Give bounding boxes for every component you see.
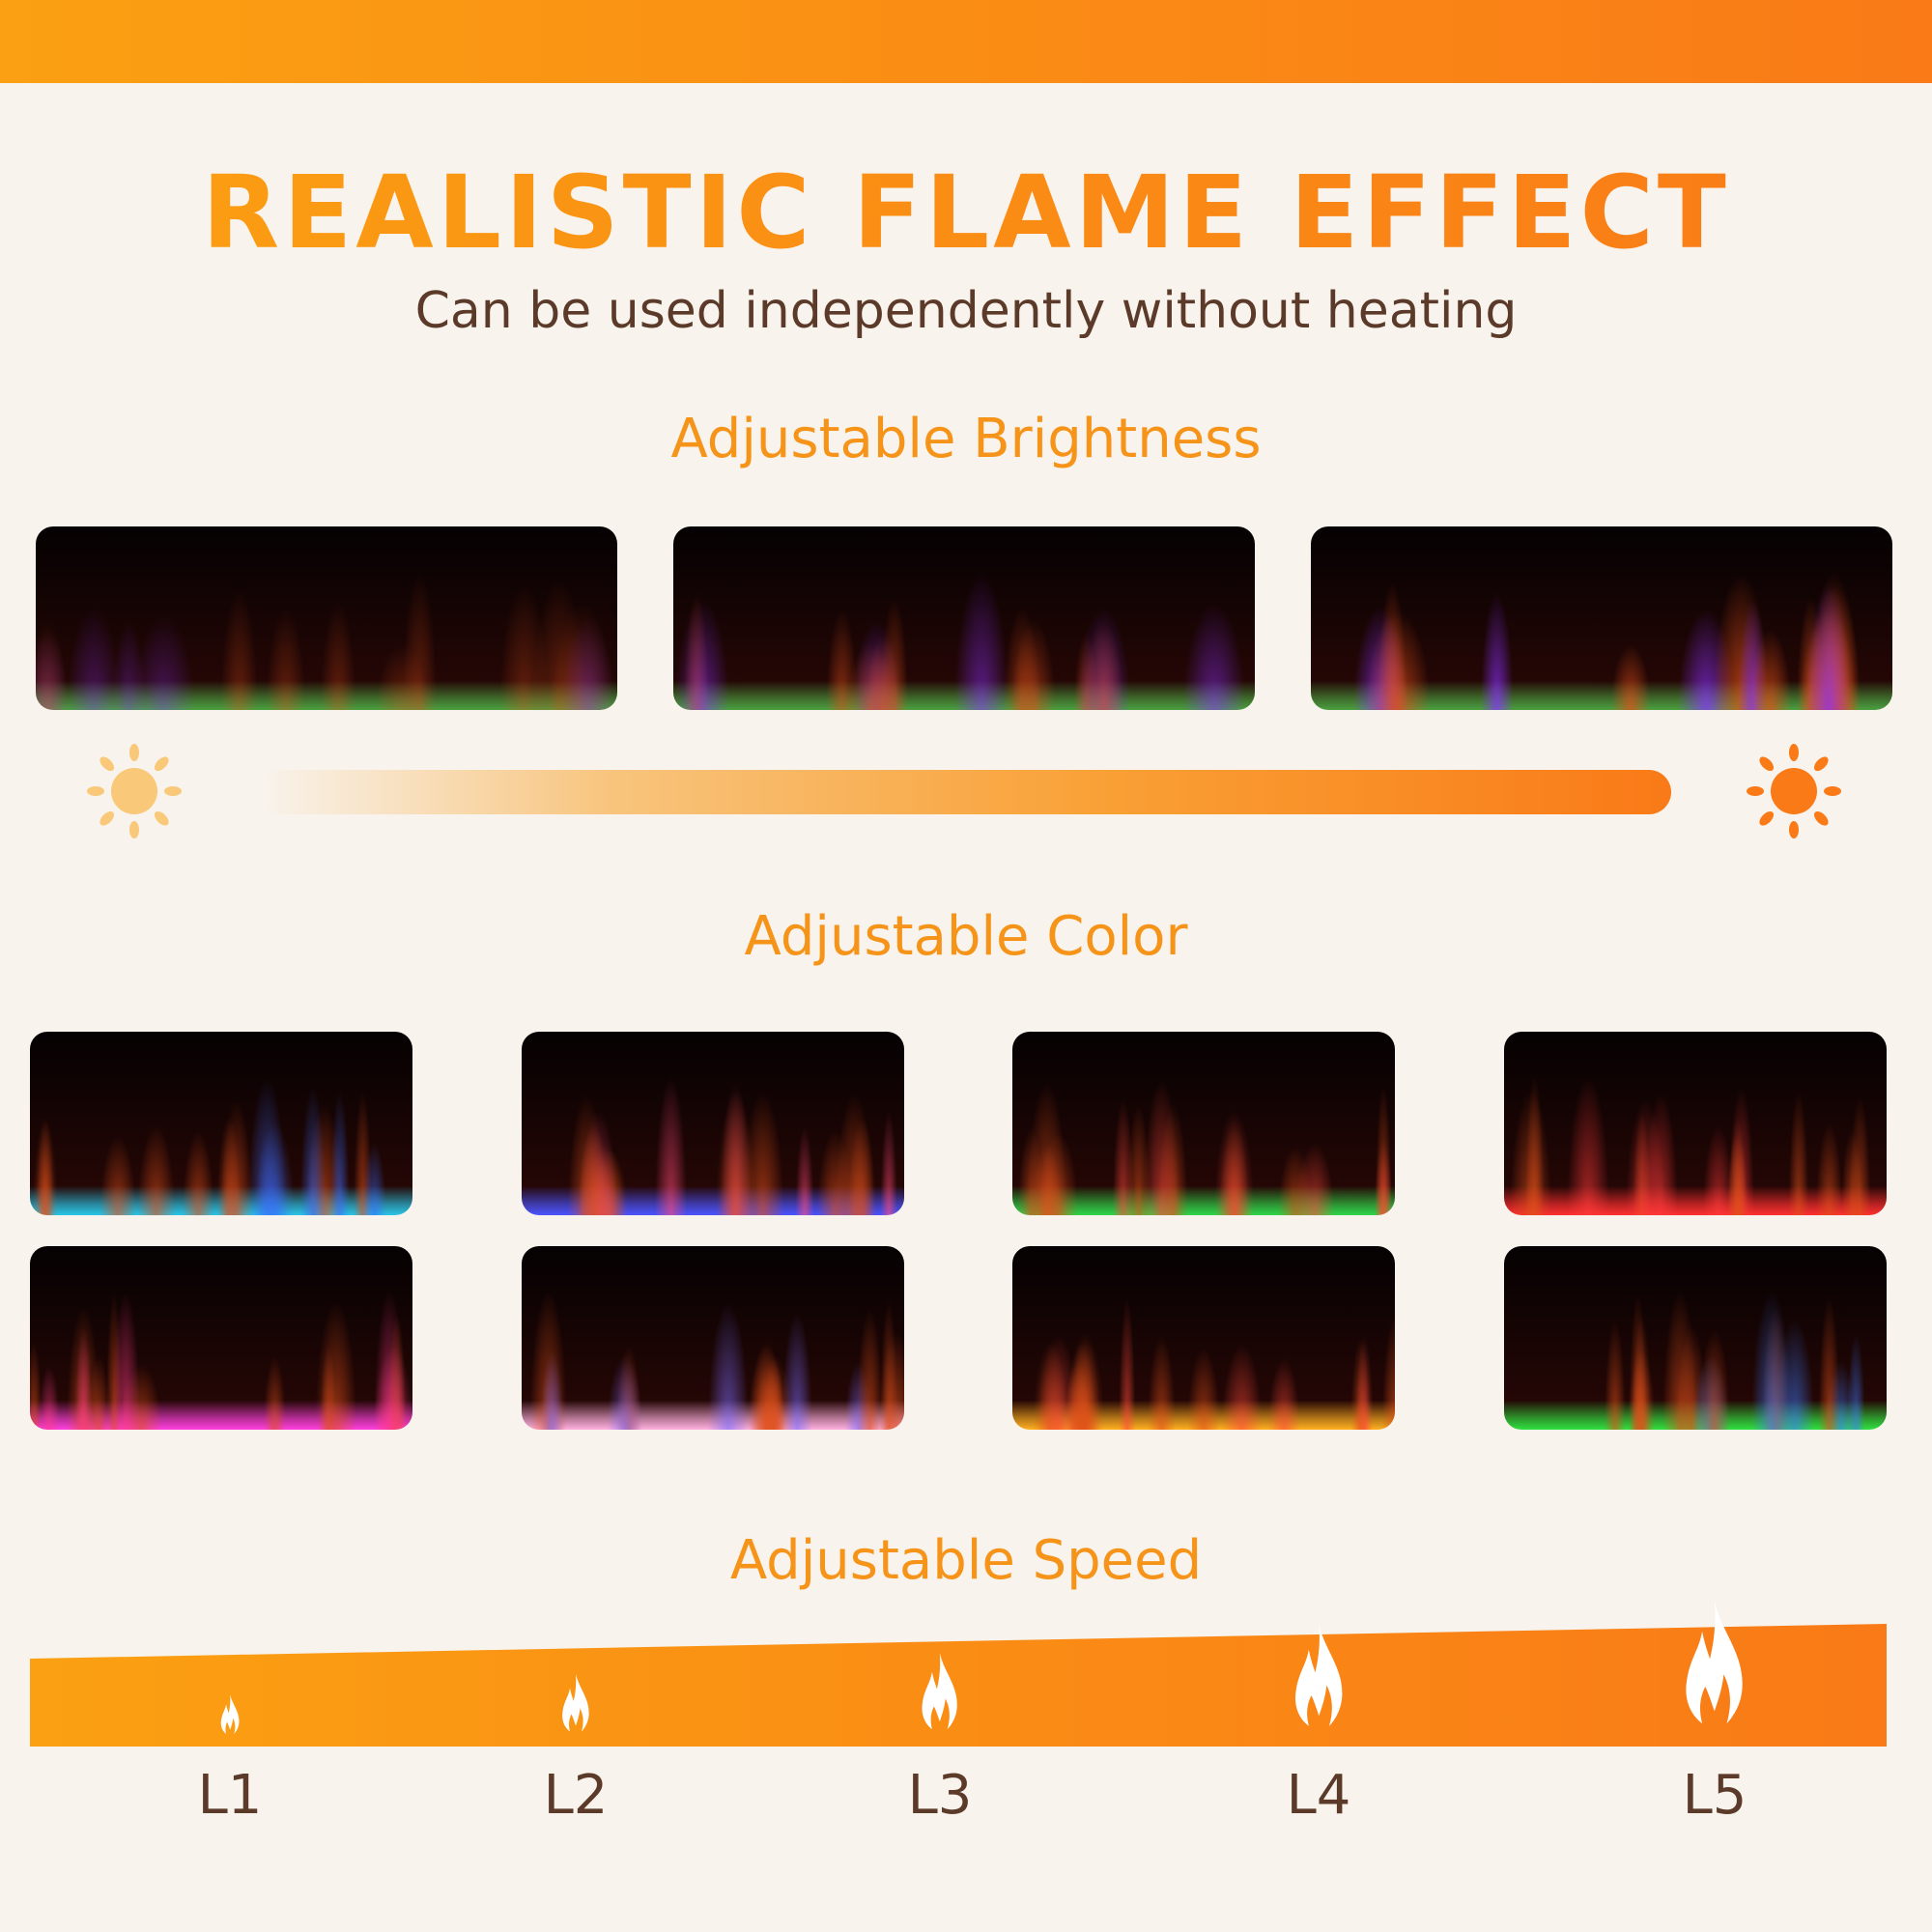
top-accent-bar bbox=[0, 0, 1932, 83]
brightness-slider-bar bbox=[261, 770, 1671, 814]
color-variant-image bbox=[1504, 1246, 1887, 1430]
color-variant-image bbox=[522, 1032, 904, 1215]
brightness-level-low-image bbox=[36, 526, 617, 710]
sun-dim-icon bbox=[87, 744, 182, 838]
brightness-heading: Adjustable Brightness bbox=[670, 408, 1262, 470]
page-title: REALISTIC FLAME EFFECT bbox=[0, 155, 1932, 270]
speed-level-label: L3 bbox=[907, 1764, 973, 1827]
color-variant-image bbox=[1012, 1032, 1395, 1215]
flame-icon bbox=[1294, 1624, 1342, 1726]
sun-bright-icon bbox=[1747, 744, 1841, 838]
flame-icon bbox=[1686, 1600, 1743, 1724]
speed-level-label: L4 bbox=[1286, 1764, 1351, 1827]
flame-icon bbox=[922, 1652, 957, 1730]
page-subtitle: Can be used independently without heatin… bbox=[414, 282, 1518, 340]
color-variant-image bbox=[30, 1246, 412, 1430]
speed-level-label: L2 bbox=[543, 1764, 609, 1827]
color-variant-image bbox=[30, 1032, 412, 1215]
color-variant-image bbox=[522, 1246, 904, 1430]
speed-level-label: L5 bbox=[1682, 1764, 1747, 1827]
brightness-level-high-image bbox=[1311, 526, 1892, 710]
color-variant-image bbox=[1012, 1246, 1395, 1430]
color-heading: Adjustable Color bbox=[744, 905, 1188, 968]
speed-heading: Adjustable Speed bbox=[729, 1529, 1203, 1592]
flame-icon bbox=[220, 1694, 240, 1734]
brightness-level-medium-image bbox=[673, 526, 1255, 710]
flame-icon bbox=[562, 1673, 589, 1732]
speed-level-label: L1 bbox=[197, 1764, 263, 1827]
color-variant-image bbox=[1504, 1032, 1887, 1215]
